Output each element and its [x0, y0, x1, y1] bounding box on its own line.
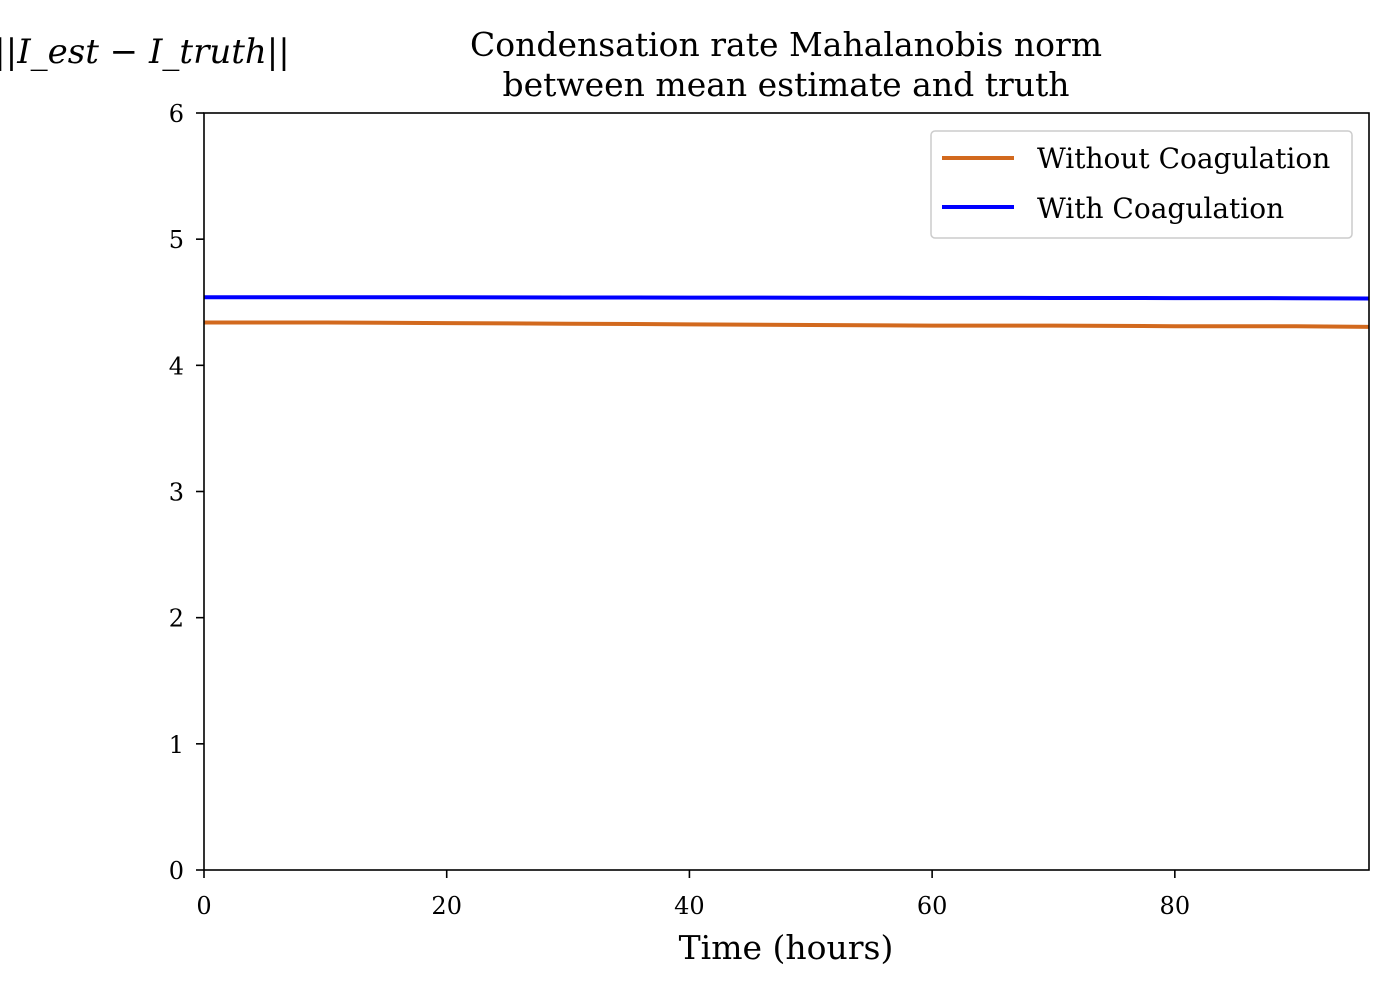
series-line-without-coagulation [204, 320, 1370, 329]
x-tick-label: 20 [431, 892, 462, 920]
plot-frame [203, 112, 1370, 871]
x-tick-label: 0 [196, 892, 211, 920]
legend-label-with-coagulation: With Coagulation [1037, 192, 1284, 225]
chart-title: Condensation rate Mahalanobis norm betwe… [470, 25, 1102, 104]
series-line-with-coagulation [204, 295, 1370, 301]
legend: Without Coagulation With Coagulation [930, 130, 1353, 239]
x-tick-label: 60 [917, 892, 948, 920]
legend-label-without-coagulation: Without Coagulation [1037, 142, 1330, 175]
x-tick-label: 80 [1160, 892, 1191, 920]
chart-title-line-2: between mean estimate and truth [502, 65, 1069, 104]
y-tick-label: 1 [169, 731, 184, 759]
legend-box [930, 130, 1353, 239]
y-tick-label: 3 [169, 479, 184, 507]
chart-title-line-1: Condensation rate Mahalanobis norm [470, 25, 1102, 64]
x-tick-label: 40 [674, 892, 705, 920]
y-tick-label: 6 [169, 100, 184, 128]
y-tick-label: 4 [169, 352, 184, 380]
y-tick-label: 2 [169, 605, 184, 633]
y-axis-label: ||I_est − I_truth|| [0, 32, 290, 72]
series-lines [204, 295, 1370, 329]
axis-ticks: 0 20 40 60 80 0 1 2 3 4 5 6 [169, 100, 1190, 920]
x-axis-label: Time (hours) [679, 928, 894, 967]
y-tick-label: 0 [169, 857, 184, 885]
y-tick-label: 5 [169, 226, 184, 254]
